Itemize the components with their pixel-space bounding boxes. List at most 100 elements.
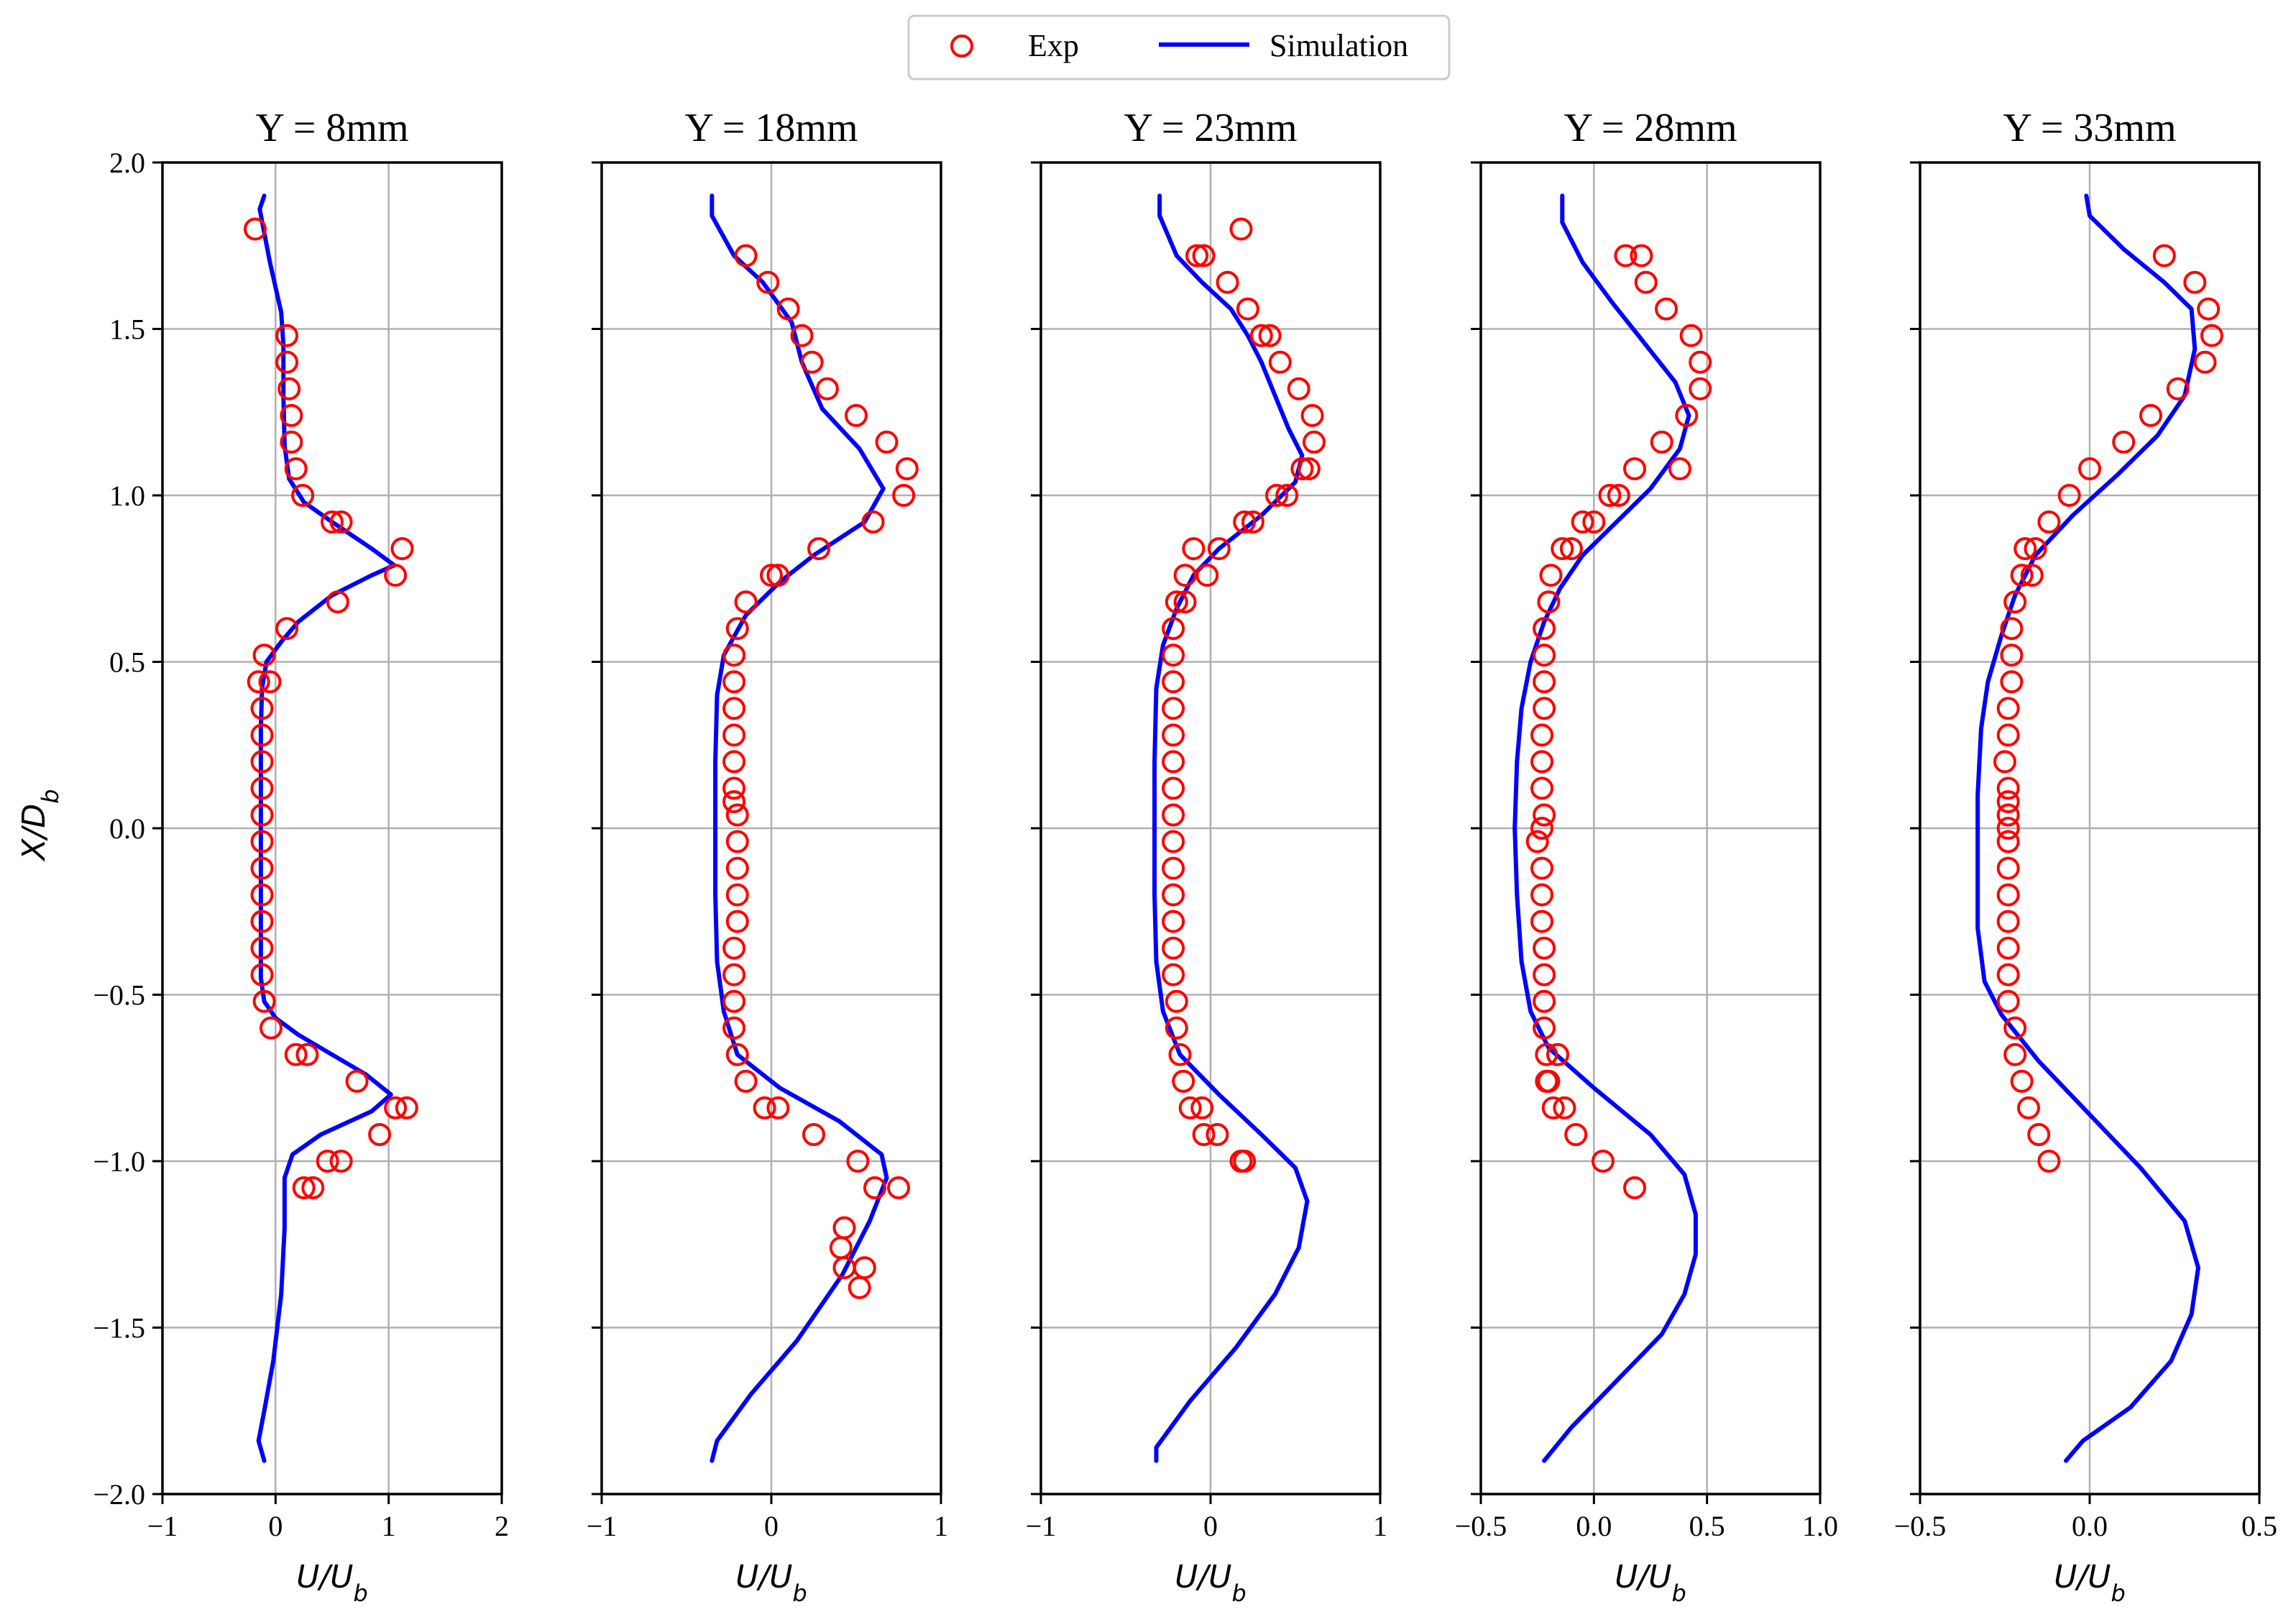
- exp-point: [1607, 484, 1630, 507]
- exp-point: [1996, 830, 2020, 853]
- x-axis-label: U/Ub: [1175, 1559, 1246, 1607]
- exp-point: [722, 790, 746, 813]
- exp-point: [2139, 403, 2162, 427]
- exp-point: [2003, 590, 2027, 614]
- exp-point: [250, 830, 274, 853]
- exp-point: [250, 963, 274, 986]
- panel-5: −0.5 0.0 0.5 Y = 33mm U/Ub: [1894, 106, 2277, 1607]
- exp-point: [1162, 750, 1185, 774]
- x-tick-label: −1: [147, 1510, 178, 1542]
- exp-point: [250, 697, 274, 720]
- exp-point: [321, 510, 344, 533]
- exp-point: [1525, 830, 1549, 853]
- exp-point: [722, 750, 746, 774]
- exp-point: [292, 1176, 316, 1199]
- exp-point: [326, 590, 349, 614]
- exp-point: [1679, 324, 1703, 347]
- x-axis-label: U/Ub: [735, 1559, 807, 1607]
- exp-point: [252, 643, 276, 667]
- x-axis-label: U/Ub: [1615, 1559, 1686, 1607]
- exp-point: [1275, 484, 1299, 507]
- exp-point: [1162, 883, 1185, 907]
- exp-point: [1173, 564, 1197, 587]
- exp-point: [1539, 564, 1563, 587]
- exp-point: [845, 403, 868, 427]
- exp-point: [1165, 590, 1188, 614]
- exp-point: [722, 723, 746, 747]
- panel-title: Y = 8mm: [255, 106, 408, 150]
- panel-3: −1 0 1 Y = 23mm U/Ub: [1026, 106, 1387, 1607]
- exp-point: [301, 1176, 325, 1199]
- simulation-line: [1512, 193, 1698, 1463]
- exp-point: [1533, 1016, 1556, 1040]
- exp-point: [316, 1150, 339, 1173]
- exp-point: [1996, 856, 2020, 880]
- exp-point: [734, 590, 758, 614]
- exp-point: [1162, 777, 1185, 800]
- exp-point: [1192, 1123, 1216, 1146]
- exp-point: [722, 670, 746, 694]
- exp-point: [1162, 910, 1185, 933]
- exp-point: [1655, 297, 1678, 321]
- exp-point: [832, 1216, 856, 1240]
- exp-point: [863, 1176, 886, 1199]
- exp-point: [2166, 377, 2190, 400]
- exp-point: [1533, 936, 1556, 960]
- exp-point: [1297, 457, 1321, 480]
- exp-point: [722, 963, 746, 986]
- exp-point: [1535, 1069, 1558, 1093]
- x-tick-label: −1: [1026, 1510, 1057, 1542]
- exp-point: [722, 989, 746, 1013]
- exp-point: [250, 777, 274, 800]
- x-tick-label: 0.0: [1576, 1510, 1612, 1542]
- exp-point: [1598, 484, 1622, 507]
- panel-4: −0.5 0.0 0.5 1.0 Y = 28mm U/Ub: [1455, 106, 1838, 1607]
- exp-point: [384, 1096, 408, 1119]
- exp-point: [1162, 830, 1185, 853]
- exp-point: [722, 777, 746, 800]
- exp-point: [1190, 1096, 1214, 1119]
- x-tick-label: 2: [495, 1510, 509, 1542]
- exp-point: [1614, 244, 1638, 267]
- exp-point: [368, 1123, 392, 1146]
- exp-point: [2197, 297, 2221, 321]
- exp-point: [1162, 803, 1185, 827]
- exp-point: [247, 670, 270, 694]
- exp-point: [722, 1016, 746, 1040]
- exp-point: [1533, 963, 1556, 986]
- exp-point: [1216, 270, 1239, 294]
- panels: −1 0 1 2 −2.0 −1.5 −1.0 −0.5 0.0 0.5 1.0 1.5 2.0 Y = …: [93, 106, 2277, 1607]
- x-axis-label: U/Ub: [296, 1559, 368, 1607]
- exp-point: [2020, 564, 2044, 587]
- exp-point: [2010, 564, 2034, 587]
- panel-title: Y = 28mm: [1563, 106, 1737, 150]
- exp-point: [1591, 1150, 1615, 1173]
- exp-point: [1530, 817, 1553, 840]
- exp-point: [1162, 856, 1185, 880]
- exp-point: [722, 936, 746, 960]
- exp-point: [790, 324, 814, 347]
- exp-point: [1996, 963, 2020, 986]
- exp-point: [1571, 510, 1594, 533]
- exp-point: [722, 697, 746, 720]
- exp-point: [1996, 697, 2020, 720]
- exp-point: [1533, 670, 1556, 694]
- exp-point: [1533, 697, 1556, 720]
- exp-point: [2003, 1016, 2027, 1040]
- exp-point: [2078, 457, 2101, 480]
- exp-point: [250, 803, 274, 827]
- exp-point: [1168, 1043, 1192, 1066]
- exp-point: [725, 910, 749, 933]
- exp-point: [1236, 297, 1259, 321]
- exp-point: [1996, 817, 2020, 840]
- legend-exp-label: Exp: [1028, 28, 1079, 63]
- panel-title: Y = 23mm: [1124, 106, 1297, 150]
- exp-point: [1564, 1123, 1588, 1146]
- exp-point: [725, 883, 749, 907]
- exp-point: [1996, 803, 2020, 827]
- exp-point: [725, 856, 749, 880]
- exp-point: [284, 1043, 308, 1066]
- exp-point: [2013, 537, 2037, 561]
- legend: Exp Simulation: [907, 14, 1451, 81]
- exp-point: [734, 1069, 758, 1093]
